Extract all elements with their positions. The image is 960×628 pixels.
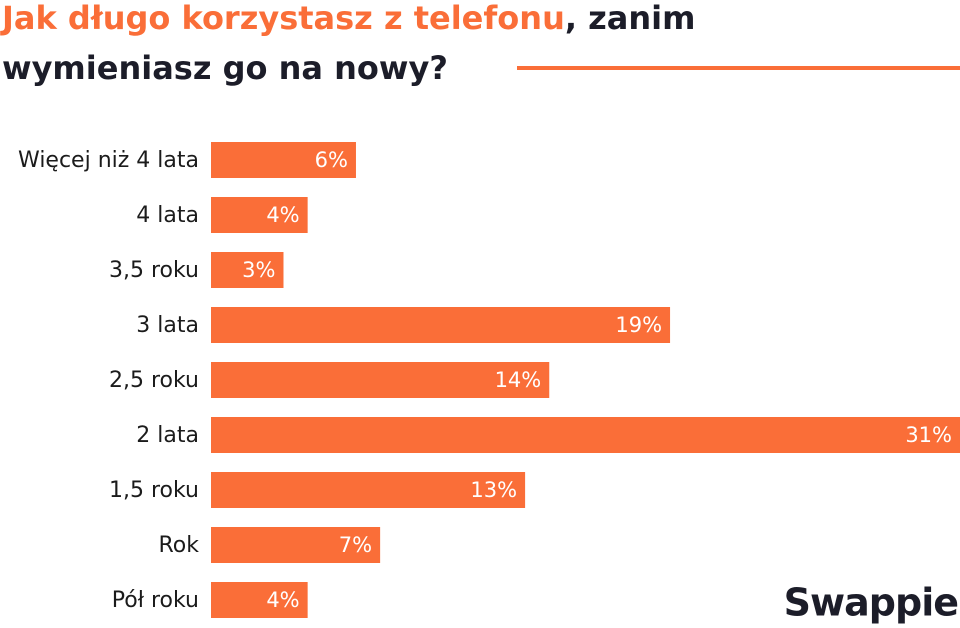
value-label: 4% [266,588,299,612]
category-label: Pół roku [112,588,199,613]
bar [211,527,381,563]
bar [211,252,284,288]
value-label: 13% [470,478,517,502]
bar [211,307,671,343]
category-label: 3,5 roku [109,258,199,283]
bar [211,362,550,398]
value-label: 4% [266,203,299,227]
value-label: 14% [495,368,542,392]
category-label: 2 lata [136,423,199,448]
category-label: Rok [159,533,200,558]
bar [211,582,308,618]
bar [211,142,356,178]
category-label: Więcej niż 4 lata [18,148,199,173]
value-label: 3% [242,258,275,282]
bar [211,472,526,508]
bar [211,417,960,453]
logo: Swappie [784,581,958,625]
value-label: 19% [615,313,662,337]
title-part: , zanim [565,0,696,37]
title-highlight: Jak długo korzystasz z telefonu [0,0,565,37]
chart-title-line: wymieniasz go na nowy? [2,49,448,87]
value-label: 7% [339,533,372,557]
value-label: 31% [905,423,952,447]
category-label: 3 lata [136,313,199,338]
chart-title: Jak długo korzystasz z telefonu, zanim [0,0,695,37]
category-label: 4 lata [136,203,199,228]
bar [211,197,308,233]
category-label: 2,5 roku [109,368,199,393]
category-label: 1,5 roku [109,478,199,503]
value-label: 6% [315,148,348,172]
